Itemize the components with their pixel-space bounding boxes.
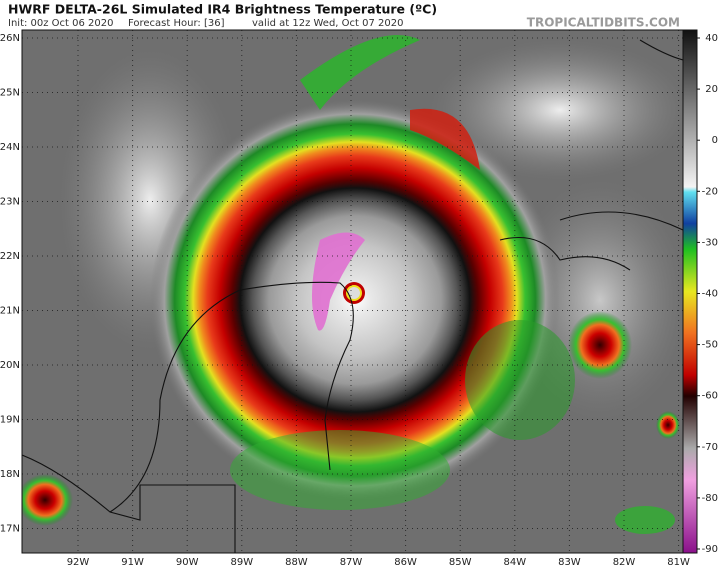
latitude-label: 25N (0, 88, 20, 99)
longitude-label: 84W (503, 557, 526, 568)
colorbar-label: 40 (705, 33, 718, 44)
latitude-label: 24N (0, 142, 20, 153)
colorbar-label: 20 (705, 84, 718, 95)
longitude-label: 92W (67, 557, 90, 568)
colorbar-label: -30 (702, 237, 718, 248)
latitude-label: 23N (0, 197, 20, 208)
colorbar (682, 29, 698, 554)
longitude-label: 90W (176, 557, 199, 568)
valid-time: valid at 12z Wed, Oct 07 2020 (252, 18, 404, 29)
longitude-label: 85W (449, 557, 472, 568)
longitude-label: 87W (340, 557, 363, 568)
colorbar-label: -90 (702, 544, 718, 555)
colorbar-label: -40 (702, 289, 718, 300)
site-name: TROPICALTIDBITS.COM (527, 16, 680, 30)
latitude-label: 19N (0, 415, 20, 426)
colorbar-label: -80 (702, 493, 718, 504)
longitude-label: 89W (230, 557, 253, 568)
longitude-label: 91W (121, 557, 144, 568)
longitude-label: 88W (285, 557, 308, 568)
longitude-label: 82W (613, 557, 636, 568)
latitude-label: 17N (0, 524, 20, 535)
init-time: Init: 00z Oct 06 2020 (8, 18, 114, 29)
latitude-label: 21N (0, 306, 20, 317)
satellite-image (22, 30, 683, 553)
latitude-label: 20N (0, 360, 20, 371)
latitude-label: 26N (0, 33, 20, 44)
map-title: HWRF DELTA-26L Simulated IR4 Brightness … (8, 2, 437, 17)
colorbar-label: -50 (702, 340, 718, 351)
colorbar-label: -70 (702, 442, 718, 453)
latitude-label: 22N (0, 251, 20, 262)
colorbar-label: 0 (712, 135, 718, 146)
colorbar-label: -60 (702, 391, 718, 402)
latitude-label: 18N (0, 469, 20, 480)
forecast-hour: Forecast Hour: [36] (128, 18, 225, 29)
colorbar-label: -20 (702, 186, 718, 197)
longitude-label: 81W (667, 557, 690, 568)
longitude-label: 86W (394, 557, 417, 568)
longitude-label: 83W (558, 557, 581, 568)
